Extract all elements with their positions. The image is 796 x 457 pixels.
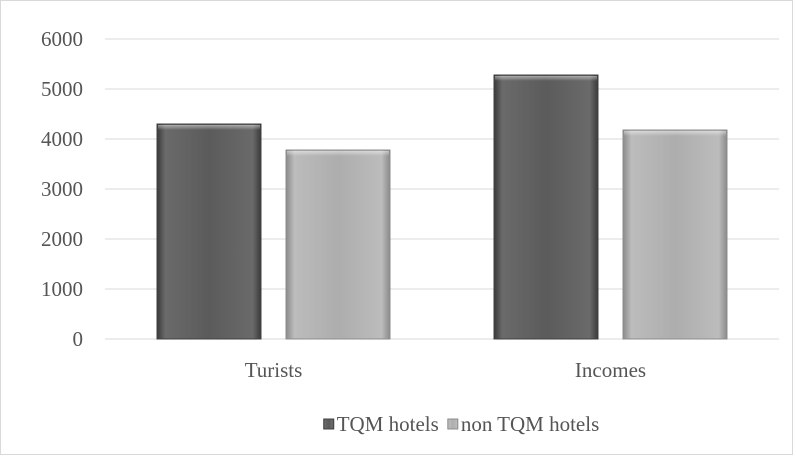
bar-tqm-hotels-incomes [493, 74, 599, 340]
bar-tqm-hotels-turists [156, 123, 262, 340]
legend-swatch [323, 418, 335, 430]
bar-non-tqm-hotels-incomes [622, 129, 728, 340]
x-axis-tick-labels: Turists Incomes [245, 358, 646, 382]
legend-label: TQM hotels [337, 412, 439, 436]
legend-swatch [447, 418, 459, 430]
bars [156, 74, 728, 340]
y-tick-label: 3000 [41, 177, 83, 201]
y-tick-label: 2000 [41, 227, 83, 251]
x-tick-label: Incomes [575, 358, 646, 382]
y-tick-label: 1000 [41, 277, 83, 301]
legend: TQM hotels non TQM hotels [323, 412, 599, 436]
y-tick-label: 0 [73, 327, 84, 351]
y-tick-label: 5000 [41, 77, 83, 101]
legend-label: non TQM hotels [461, 412, 599, 436]
bar-non-tqm-hotels-turists [285, 149, 391, 340]
x-tick-label: Turists [245, 358, 303, 382]
y-tick-label: 6000 [41, 27, 83, 51]
y-axis-tick-labels: 0 1000 2000 3000 4000 5000 6000 [41, 27, 83, 351]
y-tick-label: 4000 [41, 127, 83, 151]
